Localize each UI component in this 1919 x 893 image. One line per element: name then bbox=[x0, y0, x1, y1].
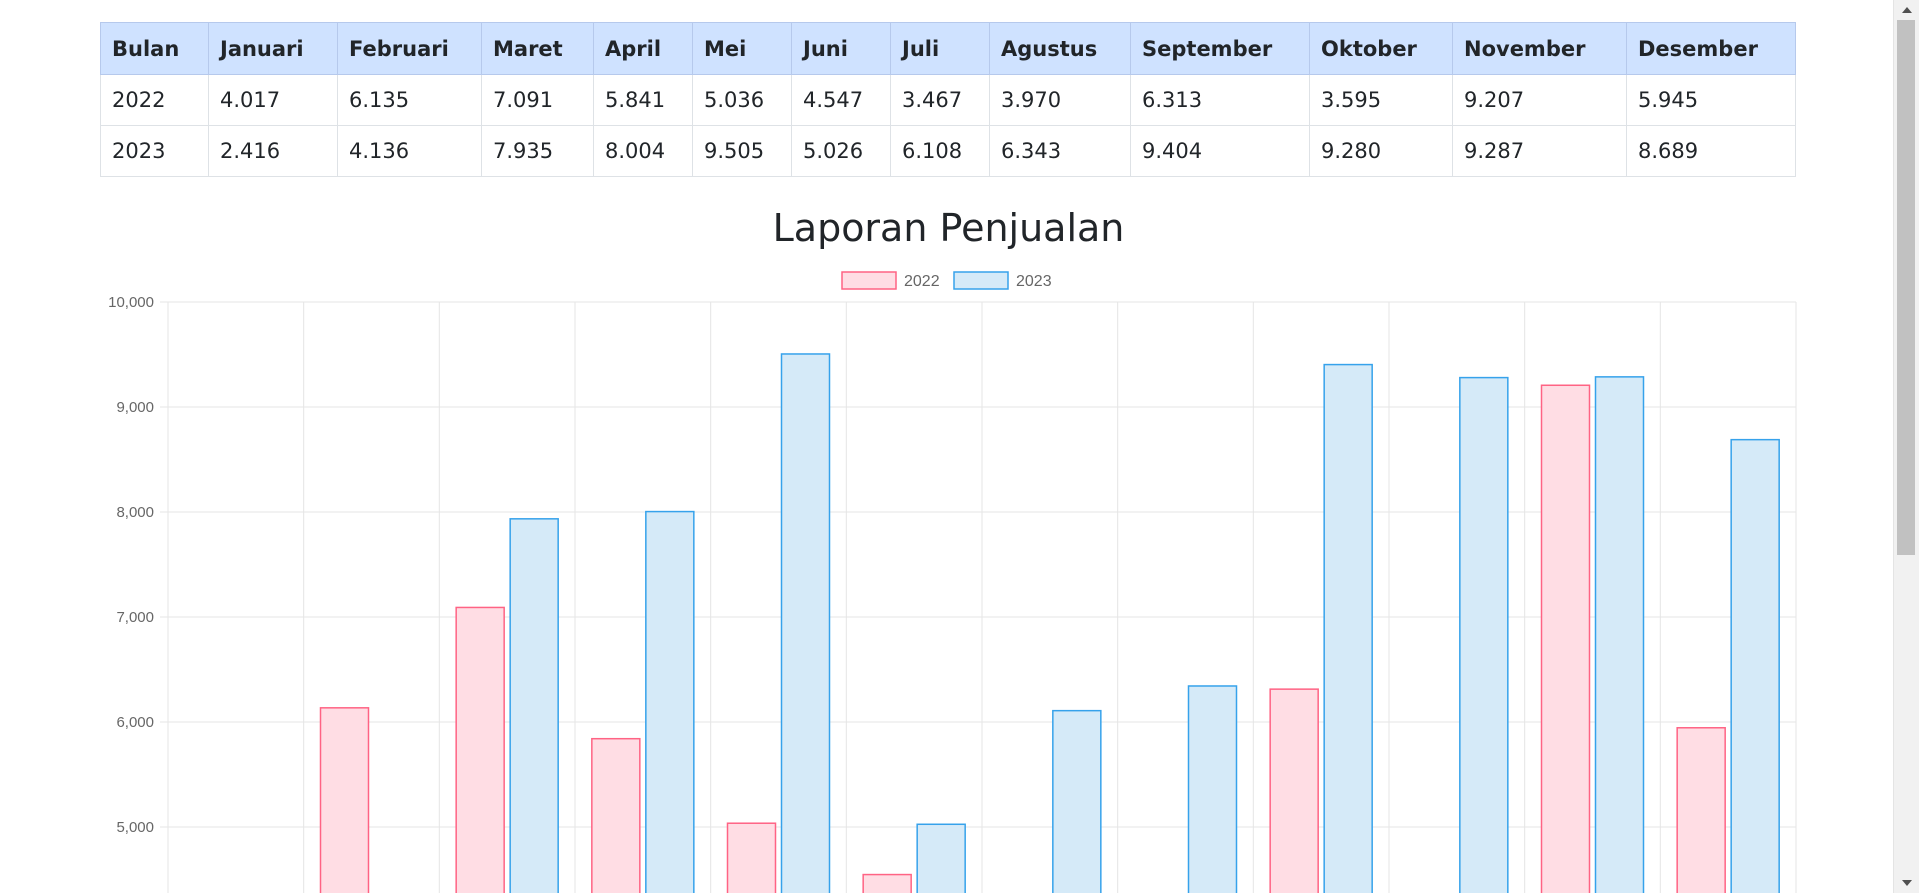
y-tick-label: 9,000 bbox=[116, 399, 154, 416]
table-cell: 3.970 bbox=[989, 74, 1131, 126]
table-header-row: Bulan Januari Februari Maret April Mei J… bbox=[100, 22, 1796, 75]
column-header: Agustus bbox=[989, 22, 1131, 75]
column-header: September bbox=[1130, 22, 1310, 75]
table-cell: 6.313 bbox=[1130, 74, 1310, 126]
table-cell: 6.343 bbox=[989, 125, 1131, 177]
bar-2022-februari bbox=[319, 707, 370, 893]
table-cell: 8.004 bbox=[593, 125, 693, 177]
legend-swatch-2023 bbox=[953, 271, 1009, 290]
column-header: Juni bbox=[791, 22, 891, 75]
table-cell: 7.091 bbox=[481, 74, 594, 126]
bar-2023-april bbox=[645, 510, 695, 893]
column-header: November bbox=[1452, 22, 1627, 75]
table-cell: 9.505 bbox=[692, 125, 792, 177]
table-row: 2023 2.416 4.136 7.935 8.004 9.505 5.026… bbox=[100, 125, 1796, 177]
table-cell: 9.280 bbox=[1309, 125, 1453, 177]
table-cell: 8.689 bbox=[1626, 125, 1796, 177]
bar-2023-november bbox=[1594, 376, 1645, 893]
column-header: Maret bbox=[481, 22, 594, 75]
table-row: 2022 4.017 6.135 7.091 5.841 5.036 4.547… bbox=[100, 74, 1796, 126]
column-header: Desember bbox=[1626, 22, 1796, 75]
table-cell: 9.207 bbox=[1452, 74, 1627, 126]
table-cell: 5.036 bbox=[692, 74, 792, 126]
bar-2023-desember bbox=[1730, 438, 1780, 893]
bar-2023-agustus bbox=[1187, 685, 1238, 893]
bar-2022-november bbox=[1540, 384, 1591, 893]
y-tick-label: 5,000 bbox=[116, 819, 154, 836]
sales-table: Bulan Januari Februari Maret April Mei J… bbox=[100, 22, 1796, 177]
bar-2023-mei bbox=[780, 353, 831, 893]
column-header: Bulan bbox=[100, 22, 209, 75]
table-cell: 4.136 bbox=[337, 125, 482, 177]
table-cell: 3.595 bbox=[1309, 74, 1453, 126]
bar-2023-september bbox=[1323, 363, 1373, 893]
bar-2022-juni bbox=[862, 873, 912, 893]
y-tick-label: 7,000 bbox=[116, 609, 154, 626]
bar-2022-maret bbox=[455, 606, 505, 893]
table-cell: 2022 bbox=[100, 74, 209, 126]
bar-2023-maret bbox=[509, 518, 559, 893]
bar-2022-september bbox=[1269, 688, 1319, 893]
legend-label-2023: 2023 bbox=[1016, 273, 1052, 290]
scroll-up-arrow-icon[interactable] bbox=[1902, 7, 1912, 13]
bar-2023-juni bbox=[916, 823, 966, 893]
bar-2023-oktober bbox=[1459, 376, 1509, 893]
table-cell: 4.547 bbox=[791, 74, 891, 126]
table-cell: 6.108 bbox=[890, 125, 990, 177]
table-cell: 5.026 bbox=[791, 125, 891, 177]
table-cell: 6.135 bbox=[337, 74, 482, 126]
legend-label-2022: 2022 bbox=[904, 273, 940, 290]
bar-2022-desember bbox=[1676, 727, 1726, 893]
bar-2022-mei bbox=[726, 822, 777, 893]
scroll-down-arrow-icon[interactable] bbox=[1902, 880, 1912, 886]
y-tick-label: 8,000 bbox=[116, 504, 154, 521]
scrollbar-thumb[interactable] bbox=[1897, 20, 1915, 555]
column-header: Juli bbox=[890, 22, 990, 75]
vertical-scrollbar[interactable] bbox=[1893, 0, 1919, 893]
chart-title: Laporan Penjualan bbox=[772, 206, 1125, 250]
column-header: Mei bbox=[692, 22, 792, 75]
y-tick-label: 10,000 bbox=[108, 294, 154, 311]
table-cell: 2023 bbox=[100, 125, 209, 177]
bar-2023-juli bbox=[1052, 709, 1102, 893]
column-header: Oktober bbox=[1309, 22, 1453, 75]
table-cell: 5.841 bbox=[593, 74, 693, 126]
table-cell: 9.287 bbox=[1452, 125, 1627, 177]
legend-swatch-2022 bbox=[841, 271, 897, 290]
table-cell: 2.416 bbox=[208, 125, 338, 177]
table-cell: 7.935 bbox=[481, 125, 594, 177]
bar-2022-april bbox=[591, 737, 641, 893]
y-tick-label: 6,000 bbox=[116, 714, 154, 731]
